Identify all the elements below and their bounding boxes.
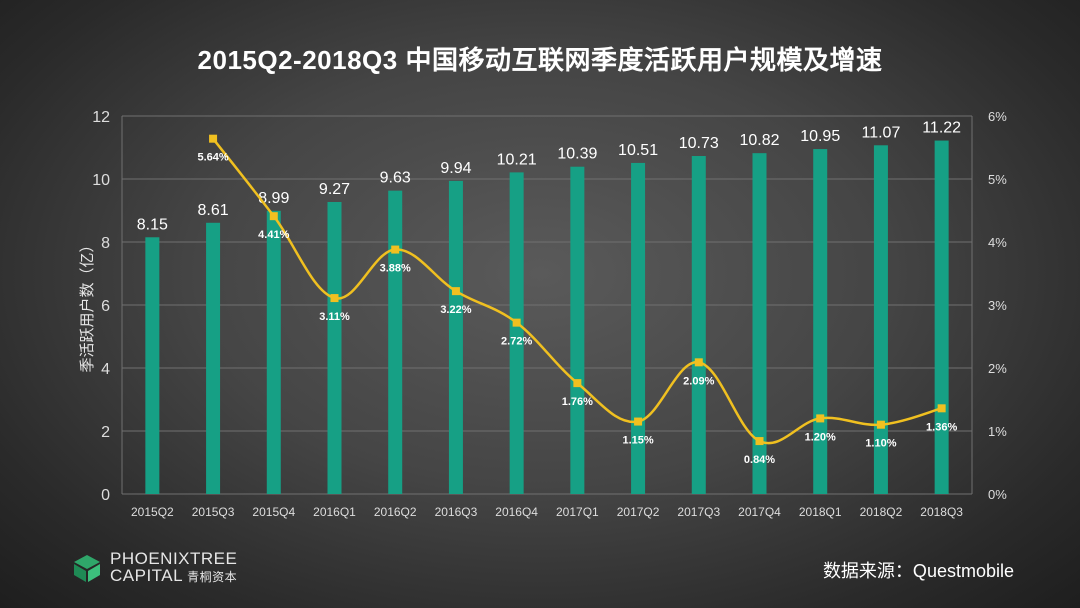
growth-marker [512,318,521,327]
y-left-tick-label: 4 [101,361,110,378]
bar [873,145,888,495]
growth-value-label: 3.88% [380,263,411,275]
y-right-tick-label: 5% [988,172,1007,187]
y-right-tick-label: 3% [988,298,1007,313]
brand-name-line1: PHOENIXTREE [110,549,238,568]
bar-value-label: 8.15 [137,216,168,233]
growth-value-label: 1.15% [622,435,653,447]
growth-value-label: 2.09% [683,375,714,387]
bar-value-label: 10.39 [557,146,597,163]
bar [509,172,524,494]
growth-value-label: 2.72% [501,336,532,348]
x-tick-label: 2015Q4 [252,505,295,519]
x-tick-label: 2015Q3 [192,505,235,519]
bar [448,180,463,494]
bar [813,149,828,494]
x-tick-label: 2017Q3 [677,505,720,519]
growth-marker [269,212,278,221]
x-tick-label: 2018Q2 [860,505,903,519]
data-source: 数据来源：Questmobile [822,561,1014,581]
bar-value-label: 11.07 [861,124,900,141]
y-left-tick-label: 12 [92,109,110,126]
y-axis-title: 季活跃用户数（亿） [78,237,96,372]
growth-marker [937,404,946,413]
growth-marker [330,294,339,303]
x-tick-label: 2017Q4 [738,505,781,519]
growth-value-label: 5.64% [197,152,228,164]
y-right-tick-label: 4% [988,235,1007,250]
bar-value-label: 9.94 [440,160,471,177]
y-left-tick-label: 0 [101,487,110,504]
brand-name-line2: CAPITAL [110,566,184,585]
y-right-tick-label: 2% [988,361,1007,376]
growth-value-label: 1.10% [865,438,896,450]
y-left-tick-label: 6 [101,298,110,315]
bar-value-label: 10.95 [800,128,840,145]
growth-marker [391,245,400,254]
y-left-tick-label: 10 [92,172,110,189]
growth-marker [755,437,764,446]
growth-marker [694,358,703,367]
bar [631,162,646,494]
bar-value-label: 9.27 [319,181,350,198]
x-tick-label: 2016Q2 [374,505,417,519]
bar-value-label: 11.22 [922,120,961,137]
growth-value-label: 1.36% [926,421,957,433]
bar-value-label: 10.21 [497,151,537,168]
growth-marker [209,134,218,143]
x-tick-label: 2018Q3 [920,505,963,519]
x-tick-label: 2016Q1 [313,505,356,519]
bar [388,190,403,494]
brand-logo-block: PHOENIXTREE CAPITAL 青桐资本 [72,548,237,588]
bar [691,156,706,494]
x-tick-label: 2015Q2 [131,505,174,519]
phoenixtree-logo-icon [74,555,100,582]
bar [934,140,949,494]
x-tick-label: 2018Q1 [799,505,842,519]
growth-marker [634,417,643,426]
bar-value-label: 8.61 [198,202,229,219]
y-left-tick-label: 8 [101,235,110,252]
growth-value-label: 1.20% [805,431,836,443]
bar [145,237,160,494]
bar-value-label: 10.82 [739,132,779,149]
growth-marker [816,414,825,423]
growth-value-label: 3.22% [440,304,471,316]
bar [752,153,767,495]
growth-value-label: 1.76% [562,396,593,408]
y-right-tick-label: 6% [988,109,1007,124]
bar-value-label: 8.99 [258,190,289,207]
growth-marker [876,420,885,429]
brand-name-cn: 青桐资本 [187,570,238,584]
growth-marker [451,287,460,296]
x-tick-label: 2016Q3 [435,505,478,519]
bar [266,210,281,494]
bar [570,166,585,494]
y-right-tick-label: 1% [988,424,1007,439]
bar-value-label: 10.73 [679,135,719,152]
bar-value-label: 9.63 [380,170,411,187]
x-tick-label: 2017Q2 [617,505,660,519]
bar-value-label: 10.51 [618,142,658,159]
growth-value-label: 4.41% [258,229,289,241]
x-tick-label: 2016Q4 [495,505,538,519]
bar [206,222,221,494]
growth-value-label: 3.11% [319,311,350,323]
y-right-tick-label: 0% [988,487,1007,502]
chart-title: 2015Q2-2018Q3 中国移动互联网季度活跃用户规模及增速 [197,45,883,75]
growth-marker [573,379,582,388]
x-tick-label: 2017Q1 [556,505,599,519]
growth-value-label: 0.84% [744,454,775,466]
bar [327,201,342,494]
y-left-tick-label: 2 [101,424,110,441]
